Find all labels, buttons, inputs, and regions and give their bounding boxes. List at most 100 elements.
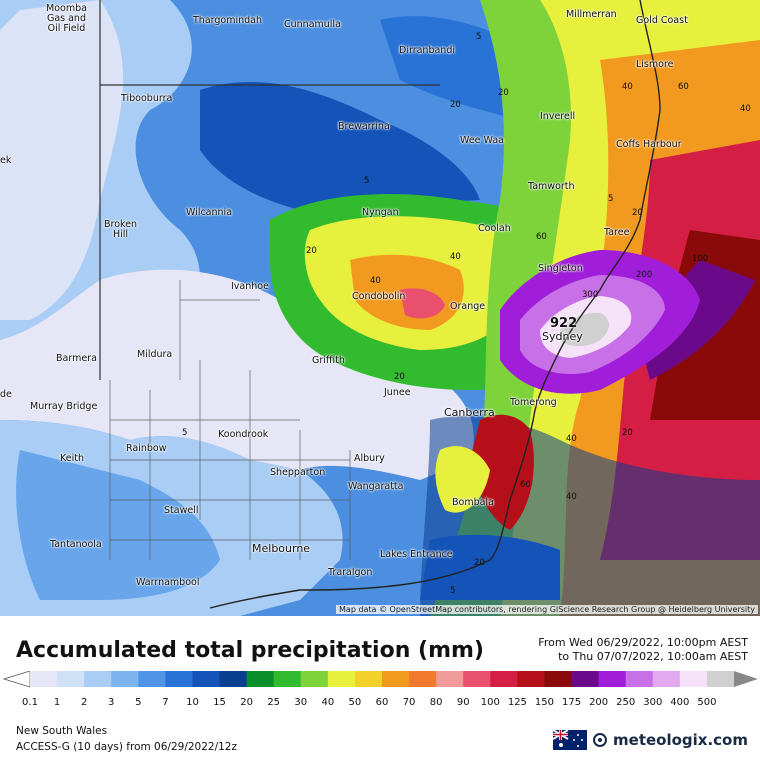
legend-tick-label: 200	[589, 697, 609, 708]
legend-swatch	[327, 671, 356, 687]
legend-swatch	[138, 671, 166, 687]
legend-swatch	[30, 671, 58, 687]
legend-tick-label: 80	[429, 697, 443, 708]
place-label: Tantanoola	[50, 539, 102, 550]
legend-tick-label: 30	[294, 697, 308, 708]
contour-label: 20	[306, 246, 317, 256]
legend-swatch	[57, 671, 85, 687]
place-label: Rainbow	[126, 443, 167, 454]
place-label: Cunnamulla	[284, 19, 341, 30]
legend-tick-label: 25	[267, 697, 281, 708]
legend-tick-label: 125	[507, 697, 527, 708]
valid-to: to Thu 07/07/2022, 10:00am AEST	[558, 650, 748, 663]
place-label: Coolah	[478, 223, 511, 234]
legend-swatch	[382, 671, 410, 687]
legend-swatch	[165, 671, 193, 687]
legend-tick-label: 10	[186, 697, 199, 708]
legend-swatch	[111, 671, 139, 687]
place-label: Orange	[450, 301, 486, 312]
legend-swatch	[625, 671, 654, 687]
place-label: Lakes Entrance	[380, 549, 453, 560]
contour-label: 5	[476, 32, 482, 42]
legend-swatch	[490, 671, 518, 687]
legend-tick-label: 70	[402, 697, 416, 708]
legend-tick-label: 50	[348, 697, 362, 708]
legend-tick-label: 40	[321, 697, 335, 708]
place-label: Albury	[354, 453, 385, 464]
contour-label: 5	[364, 176, 370, 186]
precipitation-map[interactable]: 5 20 20 5 20 40 60 40 40 60 100 200 300 …	[0, 0, 760, 616]
place-label: Warrnambool	[136, 577, 200, 588]
legend-swatch	[571, 671, 600, 687]
legend-swatch	[544, 671, 573, 687]
legend-tick-label: 15	[213, 697, 226, 708]
contour-label: 40	[740, 104, 751, 114]
contour-label: 5	[608, 194, 614, 204]
place-label: Condobolin	[352, 291, 406, 302]
contour-label: 60	[536, 232, 547, 242]
legend-tick-label: 100	[480, 697, 500, 708]
region-name: New South Wales	[16, 725, 108, 737]
legend-tick-label: 250	[616, 697, 636, 708]
place-label: Millmerran	[566, 9, 617, 20]
legend-tick-label: 500	[697, 697, 717, 708]
place-label: Wee Waa	[460, 135, 504, 146]
place-label: Murray Bridge	[30, 401, 98, 412]
legend-swatch	[679, 671, 708, 687]
contour-label: 200	[636, 270, 653, 280]
legend-swatch	[192, 671, 221, 687]
place-label: ek	[0, 155, 12, 166]
place-label: Singleton	[538, 263, 583, 274]
legend-tick-label: 20	[240, 697, 253, 708]
australia-flag-icon	[553, 730, 588, 750]
place-label: Koondrook	[218, 429, 269, 440]
place-label: Sydney	[542, 330, 583, 343]
contour-label: 20	[632, 208, 643, 218]
legend-tick-label: 3	[108, 697, 115, 708]
model-run: ACCESS-G (10 days) from 06/29/2022/12z	[16, 741, 237, 753]
place-label: Gold Coast	[636, 15, 688, 26]
place-label: Brewarrina	[338, 121, 390, 132]
brand-logo[interactable]: meteologix.com	[553, 730, 748, 750]
color-legend	[2, 671, 758, 688]
map-title: Accumulated total precipitation (mm)	[16, 638, 484, 663]
legend-tick-label: 2	[80, 697, 88, 708]
place-label: Tamworth	[528, 181, 575, 192]
contour-label: 5	[450, 586, 456, 596]
place-label: Moomba Gas and Oil Field	[46, 3, 87, 34]
contour-label: 20	[498, 88, 509, 98]
place-label: Dirranbandi	[399, 45, 455, 56]
legend-tick-label: 0.1	[22, 697, 38, 708]
contour-label: 40	[566, 434, 577, 444]
place-label: Nyngan	[362, 207, 399, 218]
place-label: Lismore	[636, 59, 674, 70]
legend-swatch	[598, 671, 627, 687]
legend-over-arrow	[734, 671, 758, 687]
legend-tick-label: 1	[53, 697, 61, 708]
contour-label: 300	[582, 290, 599, 300]
place-label: Melbourne	[252, 542, 311, 555]
place-label: de	[0, 389, 12, 400]
legend-swatch	[219, 671, 248, 687]
place-label: Traralgon	[328, 567, 373, 578]
contour-label: 60	[520, 480, 531, 490]
place-label: Inverell	[540, 111, 576, 122]
legend-swatch	[409, 671, 437, 687]
contour-label: 20	[622, 428, 633, 438]
legend-tick-label: 7	[162, 697, 169, 708]
place-label: Barmera	[56, 353, 97, 364]
contour-label: 40	[450, 252, 461, 262]
legend-tick-label: 60	[375, 697, 389, 708]
place-label: Thargomindah	[193, 15, 263, 26]
legend-swatch	[300, 671, 329, 687]
map-canvas	[0, 0, 760, 616]
place-label: Tomerong	[510, 397, 557, 408]
place-label: Taree	[604, 227, 630, 238]
contour-label: 5	[182, 428, 188, 438]
contour-label: 40	[566, 492, 577, 502]
place-label: Stawell	[164, 505, 199, 516]
legend-tick-label: 150	[534, 697, 554, 708]
place-label: Tibooburra	[121, 93, 173, 104]
place-label: Bombala	[452, 497, 494, 508]
legend-swatch	[706, 671, 735, 687]
